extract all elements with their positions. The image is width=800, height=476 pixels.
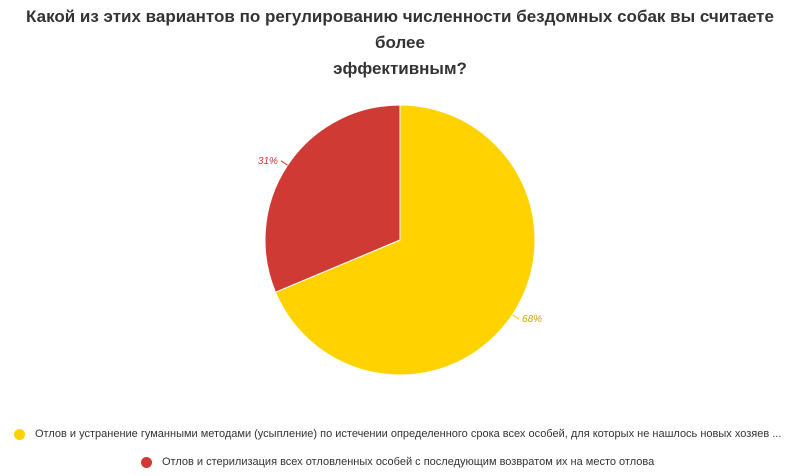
slice-label-68: 68%	[522, 314, 542, 325]
slice-label-31: 31%	[258, 156, 278, 167]
chart-title: Какой из этих вариантов по регулированию…	[0, 4, 800, 82]
pie-slice-humane-removal[interactable]	[274, 104, 536, 376]
slice-leader-line	[512, 314, 520, 320]
slice-leader-line	[280, 160, 288, 166]
legend-swatch-yellow	[14, 428, 25, 440]
legend-swatch-red	[141, 456, 152, 468]
legend-item-humane-removal[interactable]: Отлов и устранение гуманными методами (у…	[14, 428, 781, 440]
chart-title-line-1: Какой из этих вариантов по регулированию…	[26, 7, 774, 52]
chart-title-line-2: эффективным?	[333, 59, 467, 78]
legend-label: Отлов и устранение гуманными методами (у…	[35, 428, 782, 440]
legend-label: Отлов и стерилизация всех отловленных ос…	[162, 456, 655, 468]
legend-item-sterilization[interactable]: Отлов и стерилизация всех отловленных ос…	[141, 456, 654, 468]
